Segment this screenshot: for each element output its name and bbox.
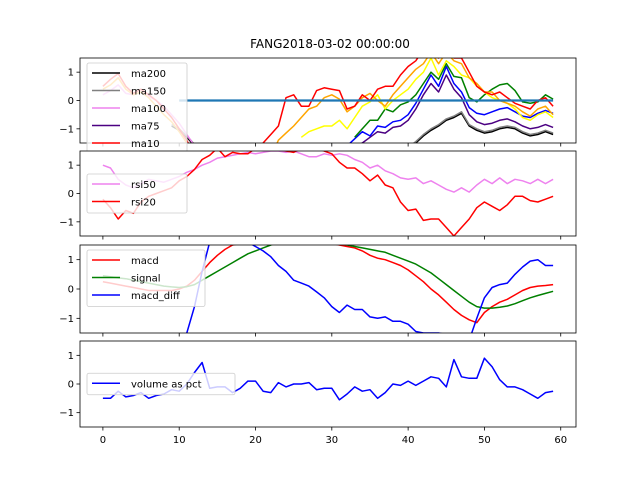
legend-label: ma200 [131,69,166,80]
y-tick-label: −1 [59,124,74,135]
legend: rsi50 rsi20 [86,173,188,214]
legend: ma200 ma150 ma100 ma75 ma10 [86,62,188,155]
x-tick-label: 20 [249,435,262,446]
series-line-ma75 [360,74,554,143]
legend-label: rsi20 [131,198,156,209]
legend-label: macd [131,256,159,267]
x-tick-label: 60 [554,435,567,446]
legend: macd signal macd_diff [86,249,206,307]
y-tick-label: −1 [59,314,74,325]
panels: −1 0 1 ma200 ma150 ma100 ma75 ma10 −1 0 1 rsi50 rsi2… [59,57,577,446]
panel-macd: −1 0 1 macd signal macd_diff [59,244,577,337]
y-tick-label: 1 [68,255,74,266]
legend-label: ma150 [131,87,166,98]
legend-box [86,372,236,396]
legend-label: signal [131,274,161,285]
y-tick-label: 0 [68,285,74,296]
x-tick-label: 0 [100,435,106,446]
legend-label: ma10 [131,139,160,150]
legend: volume as pct [86,372,236,396]
y-tick-label: −1 [59,408,74,419]
series-line-ma150 [171,111,554,143]
legend-label: ma75 [131,122,160,133]
x-tick-label: 30 [325,435,338,446]
y-tick-label: 0 [68,189,74,200]
y-tick-label: 0 [68,380,74,391]
y-tick-label: 1 [68,161,74,172]
y-tick-label: 0 [68,96,74,107]
x-tick-label: 50 [478,435,491,446]
y-tick-label: −1 [59,217,74,228]
legend-label: volume as pct [131,379,202,390]
y-tick-label: 1 [68,68,74,79]
legend-label: rsi50 [131,180,156,191]
panel-rsi: −1 0 1 rsi50 rsi20 [59,150,577,240]
series-line-macd-diff [185,245,554,333]
x-tick-label: 10 [173,435,186,446]
series-line-ma50 [354,62,554,138]
series-line-ma30 [300,58,554,138]
panel-moving-averages: −1 0 1 ma200 ma150 ma100 ma75 ma10 [59,57,577,155]
legend-box [86,249,206,307]
legend-label: macd_diff [131,291,181,302]
legend-label: ma100 [131,104,166,115]
y-tick-label: 1 [68,351,74,362]
x-tick-label: 40 [402,435,415,446]
series-line-ma200 [171,112,554,143]
figure-title: FANG2018-03-02 00:00:00 [250,37,410,51]
